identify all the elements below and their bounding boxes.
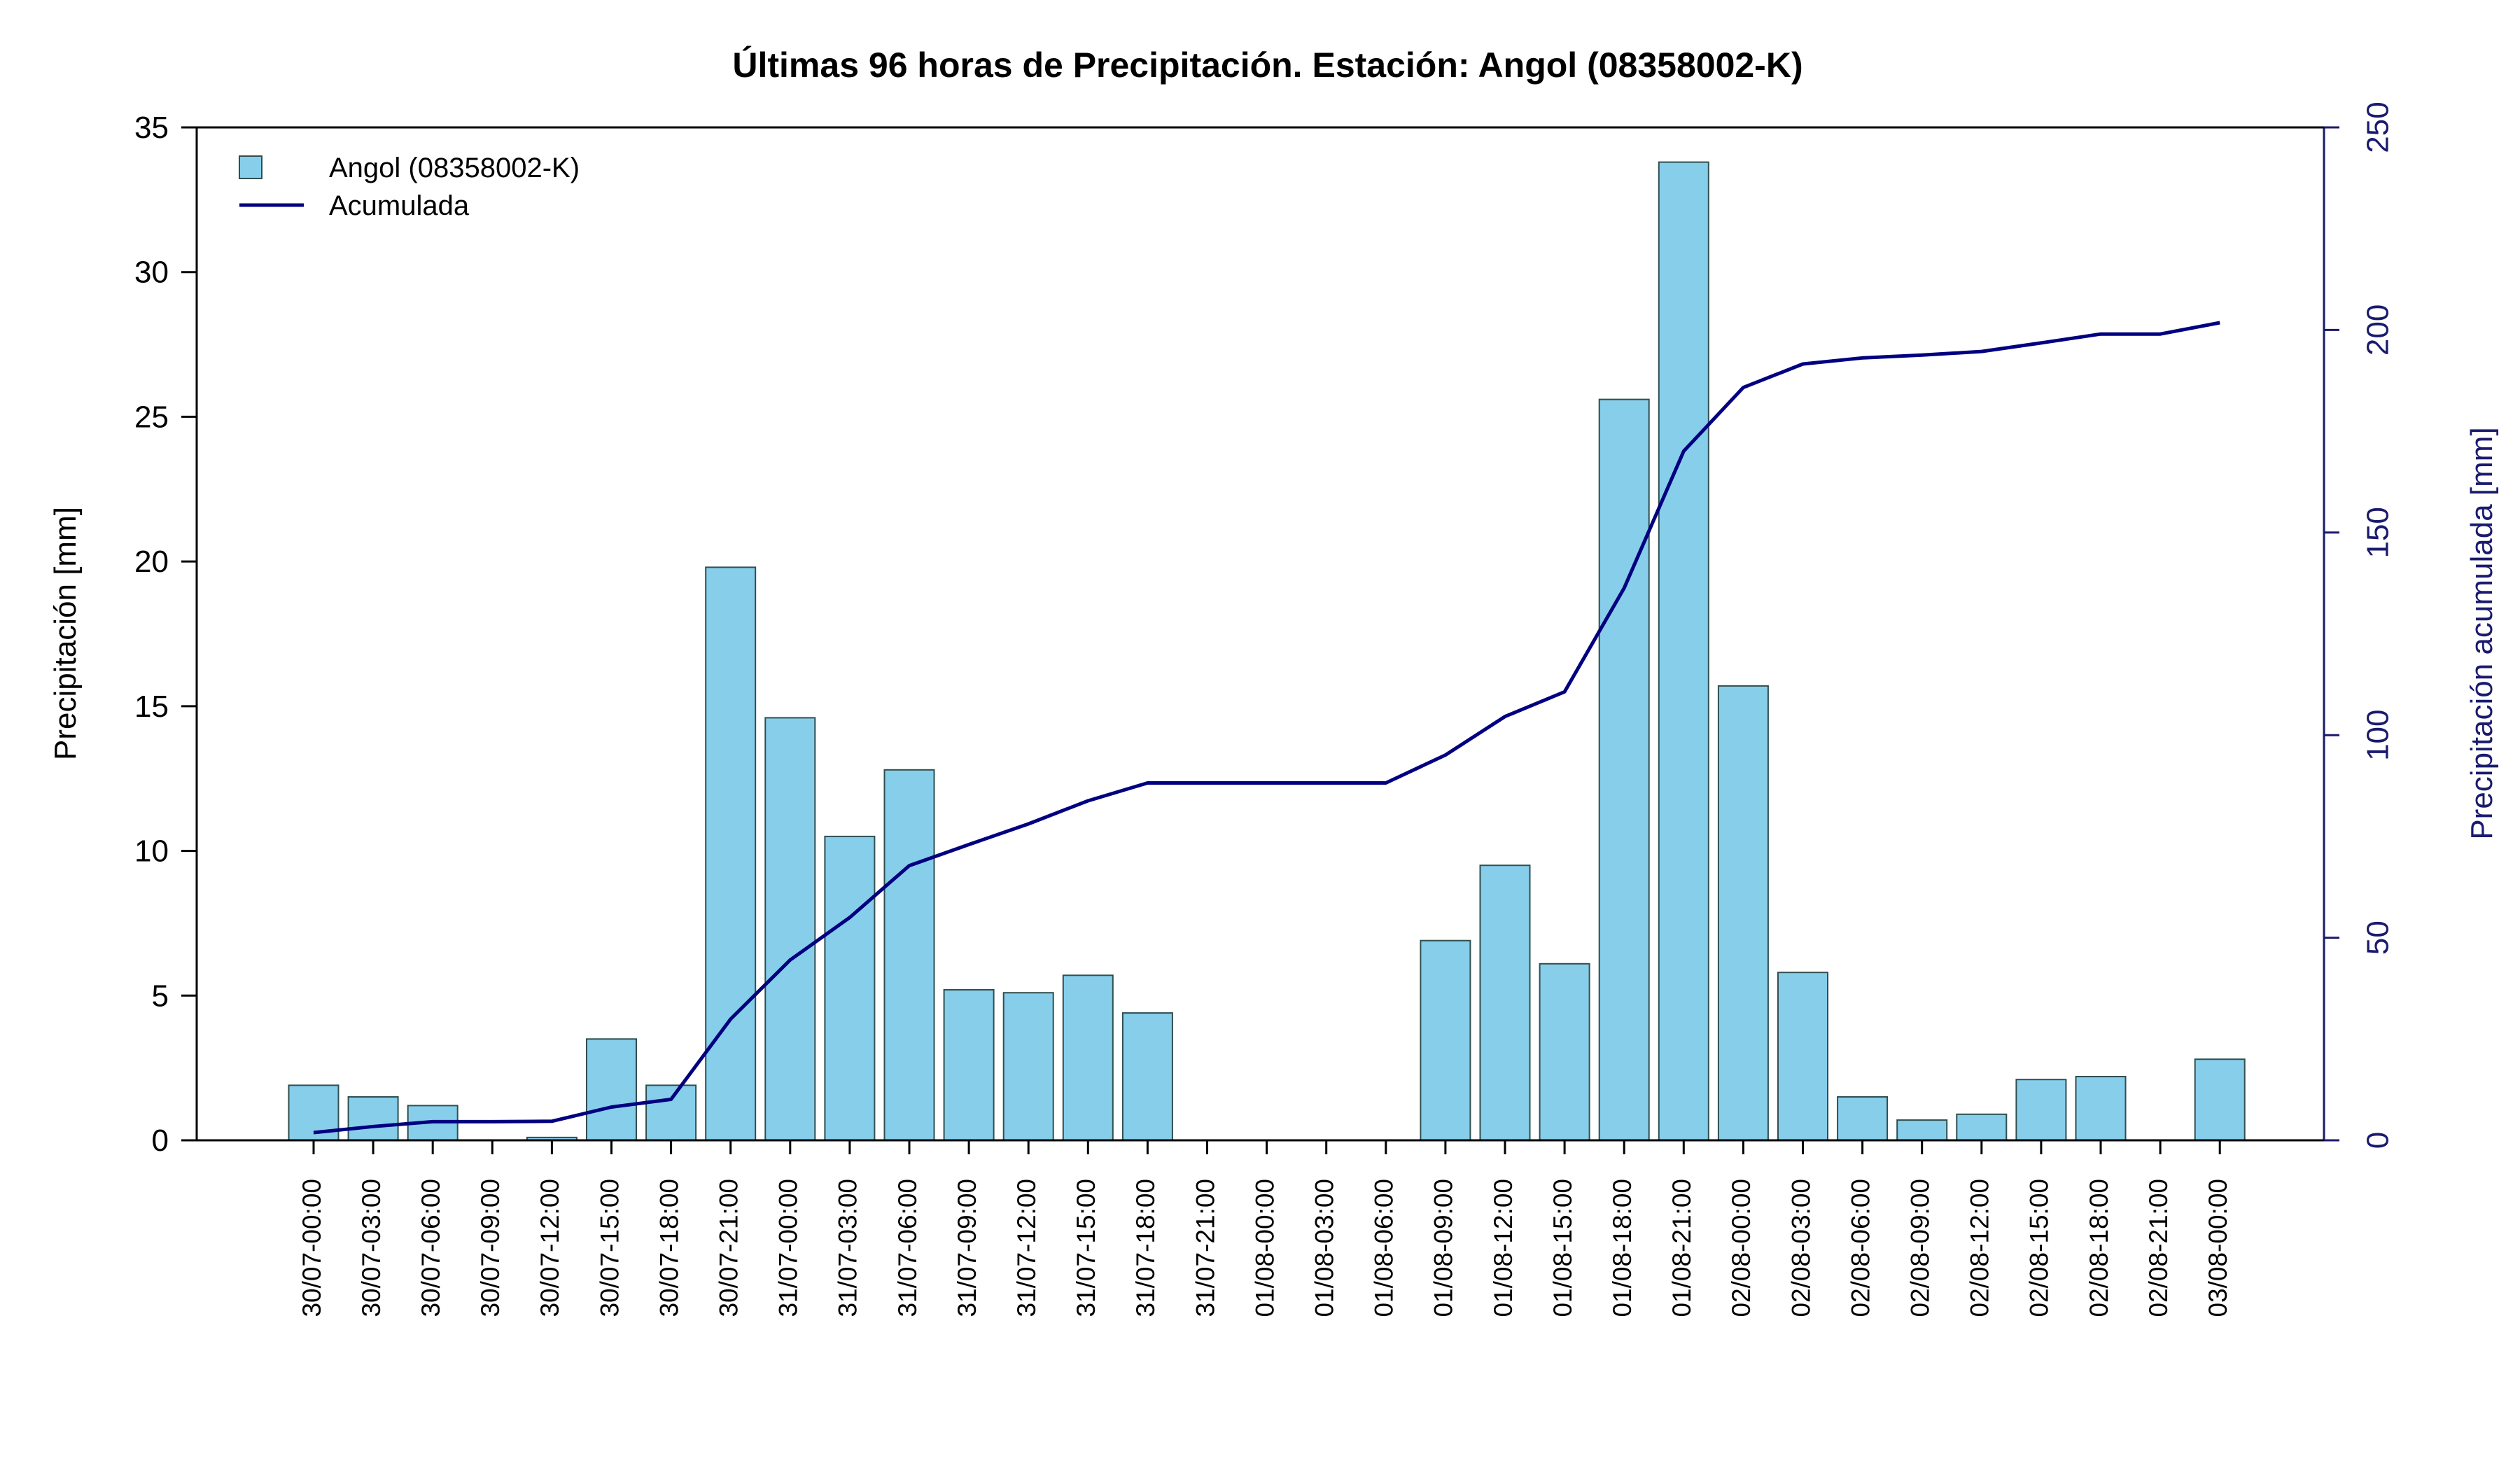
right-tick-label: 50: [2361, 920, 2395, 955]
bar-02/08-06:00: [1837, 1096, 1889, 1141]
bar-series: [288, 161, 2246, 1142]
x-tick-label: 02/08-21:00: [2144, 1179, 2173, 1317]
left-tick-label: 0: [152, 1124, 169, 1158]
x-tick-label: 31/07-06:00: [893, 1179, 922, 1317]
right-tick-label: 100: [2361, 709, 2395, 760]
right-y-ticks: 0 50 100 150 200 250: [2324, 102, 2395, 1149]
bar-30/07-15:00: [586, 1038, 637, 1142]
x-tick-label: 02/08-12:00: [1966, 1179, 1994, 1317]
cumulative-line: [313, 321, 2220, 1135]
x-tick-label: 01/08-06:00: [1370, 1179, 1399, 1317]
x-tick-label: 30/07-12:00: [536, 1179, 564, 1317]
x-axis-ticks: 30/07-00:00 30/07-03:00 30/07-06:00 30/07-0…: [298, 1140, 2232, 1317]
x-tick-label: 31/07-03:00: [834, 1179, 862, 1317]
y-axis-label: Precipitación [mm]: [48, 507, 83, 760]
bar-01/08-18:00: [1598, 398, 1650, 1141]
line-series: [313, 321, 2220, 1135]
x-tick-label: 02/08-15:00: [2025, 1179, 2054, 1317]
bar-30/07-03:00: [347, 1096, 399, 1141]
bar-01/08-21:00: [1658, 161, 1709, 1142]
x-tick-label: 31/07-00:00: [774, 1179, 803, 1317]
x-tick-label: 02/08-18:00: [2085, 1179, 2113, 1317]
bar-02/08-09:00: [1896, 1119, 1948, 1141]
right-tick-label: 150: [2361, 507, 2395, 558]
x-tick-label: 30/07-09:00: [476, 1179, 505, 1317]
x-tick-label: 03/08-00:00: [2204, 1179, 2232, 1317]
left-tick-label: 35: [134, 111, 169, 145]
legend-line-label: Acumulada: [329, 190, 470, 221]
bar-31/07-06:00: [883, 769, 935, 1142]
x-tick-label: 30/07-03:00: [357, 1179, 386, 1317]
x-tick-label: 31/07-09:00: [953, 1179, 981, 1317]
bar-02/08-15:00: [2015, 1079, 2067, 1141]
bar-01/08-15:00: [1539, 962, 1590, 1142]
bar-02/08-03:00: [1777, 972, 1828, 1141]
x-tick-label: 02/08-03:00: [1786, 1179, 1815, 1317]
legend: Angol (08358002-K) Acumulada: [239, 153, 580, 221]
bar-31/07-09:00: [943, 989, 995, 1141]
x-tick-label: 01/08-00:00: [1250, 1179, 1279, 1317]
right-tick-label: 200: [2361, 304, 2395, 356]
y2-axis-label: Precipitación acumulada [mm]: [2465, 427, 2499, 839]
x-tick-label: 30/07-06:00: [416, 1179, 445, 1317]
bar-30/07-21:00: [705, 566, 757, 1141]
bar-31/07-15:00: [1062, 974, 1114, 1142]
bar-31/07-03:00: [824, 835, 876, 1142]
x-tick-label: 30/07-00:00: [298, 1179, 326, 1317]
right-tick-label: 250: [2361, 102, 2395, 153]
left-tick-label: 15: [134, 690, 169, 724]
x-tick-label: 01/08-03:00: [1310, 1179, 1338, 1317]
bar-30/07-18:00: [645, 1084, 697, 1142]
left-tick-label: 25: [134, 400, 169, 434]
left-tick-label: 20: [134, 545, 169, 579]
x-tick-label: 02/08-00:00: [1727, 1179, 1756, 1317]
bar-02/08-18:00: [2075, 1076, 2127, 1141]
bar-02/08-12:00: [1956, 1113, 2008, 1142]
right-tick-label: 0: [2361, 1132, 2395, 1149]
bar-01/08-09:00: [1420, 939, 1471, 1141]
x-tick-label: 30/07-18:00: [654, 1179, 683, 1317]
legend-bar-swatch: [239, 155, 262, 179]
x-tick-label: 01/08-21:00: [1667, 1179, 1696, 1317]
x-tick-label: 30/07-21:00: [714, 1179, 743, 1317]
x-tick-label: 30/07-15:00: [595, 1179, 624, 1317]
bar-31/07-18:00: [1121, 1012, 1173, 1141]
left-tick-label: 10: [134, 834, 169, 869]
left-y-ticks: 0 5 10 15 20 25 30 35: [134, 111, 197, 1158]
bar-03/08-00:00: [2194, 1058, 2246, 1141]
bar-31/07-12:00: [1002, 992, 1054, 1141]
x-tick-label: 31/07-21:00: [1191, 1179, 1219, 1317]
bar-02/08-00:00: [1717, 685, 1769, 1141]
bar-01/08-12:00: [1479, 864, 1531, 1141]
x-tick-label: 31/07-15:00: [1072, 1179, 1100, 1317]
bar-31/07-00:00: [764, 717, 816, 1141]
x-tick-label: 31/07-18:00: [1131, 1179, 1160, 1317]
x-tick-label: 31/07-12:00: [1012, 1179, 1041, 1317]
left-tick-label: 30: [134, 255, 169, 290]
x-tick-label: 02/08-09:00: [1905, 1179, 1934, 1317]
x-tick-label: 01/08-09:00: [1429, 1179, 1458, 1317]
legend-bar-label: Angol (08358002-K): [329, 153, 580, 183]
left-tick-label: 5: [152, 979, 169, 1013]
x-tick-label: 01/08-18:00: [1608, 1179, 1637, 1317]
x-tick-label: 01/08-12:00: [1489, 1179, 1518, 1317]
x-tick-label: 02/08-06:00: [1846, 1179, 1875, 1317]
x-tick-label: 01/08-15:00: [1548, 1179, 1577, 1317]
chart-title: Últimas 96 horas de Precipitación. Estac…: [732, 46, 1802, 85]
